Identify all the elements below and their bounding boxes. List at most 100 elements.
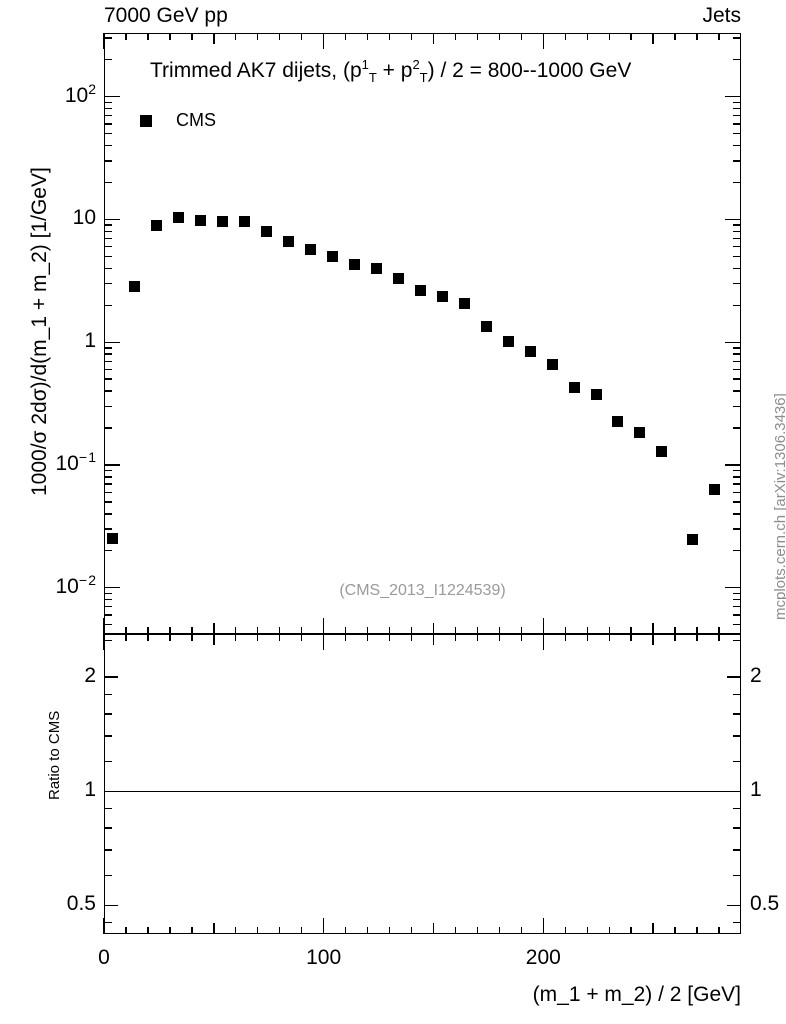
ratio-axis-tick <box>727 676 741 678</box>
axis-tick <box>733 353 741 355</box>
axis-tick <box>104 245 112 248</box>
axis-tick <box>169 927 171 934</box>
plot-title: Trimmed AK7 dijets, (p1T + p2T) / 2 = 80… <box>150 57 632 86</box>
ratio-y-tick-label-left: 2 <box>84 664 96 688</box>
axis-tick <box>608 33 610 40</box>
axis-tick <box>257 634 259 641</box>
axis-tick <box>630 33 632 40</box>
axis-tick <box>169 634 171 641</box>
axis-tick <box>498 634 501 641</box>
data-point-marker <box>129 281 141 293</box>
axis-tick <box>498 627 501 634</box>
axis-tick <box>147 627 149 634</box>
ratio-axis-tick <box>104 827 112 829</box>
axis-tick <box>630 927 632 934</box>
axis-tick <box>279 33 281 40</box>
axis-tick <box>674 927 676 934</box>
axis-tick <box>300 627 303 634</box>
data-point-marker <box>283 236 294 248</box>
main-plot-panel: Trimmed AK7 dijets, (p1T + p2T) / 2 = 80… <box>104 33 741 634</box>
axis-tick <box>235 33 237 40</box>
axis-tick <box>733 501 741 503</box>
data-point-marker <box>304 243 316 255</box>
axis-tick <box>103 618 105 634</box>
ratio-axis-tick <box>733 849 741 851</box>
data-point-marker <box>348 258 360 270</box>
axis-tick <box>542 634 544 650</box>
axis-tick <box>300 33 303 40</box>
axis-tick <box>388 627 391 634</box>
ratio-axis-tick <box>104 760 112 762</box>
axis-tick <box>104 624 112 626</box>
axis-tick <box>454 927 457 934</box>
x-tick-label: 200 <box>525 946 561 969</box>
ratio-plot-panel <box>104 634 741 934</box>
axis-tick <box>104 469 112 472</box>
data-point-marker <box>151 220 163 232</box>
axis-tick <box>718 627 720 634</box>
axis-tick <box>733 224 741 226</box>
axis-tick <box>520 634 523 641</box>
axis-tick <box>104 341 120 343</box>
axis-tick <box>104 427 112 429</box>
axis-tick <box>725 341 741 343</box>
axis-tick <box>344 927 347 934</box>
axis-tick <box>344 627 347 634</box>
ratio-axis-tick <box>104 693 112 696</box>
axis-tick <box>147 634 149 641</box>
axis-tick <box>104 405 112 408</box>
axis-tick <box>733 614 741 616</box>
axis-tick <box>586 627 588 634</box>
axis-tick <box>103 918 105 934</box>
axis-tick <box>169 33 171 40</box>
axis-tick <box>104 606 112 608</box>
axis-tick <box>104 360 112 362</box>
axis-tick <box>104 483 112 485</box>
data-point-marker <box>392 273 404 285</box>
y-tick-label: 1 <box>84 329 96 353</box>
axis-tick <box>410 33 413 40</box>
ratio-y-tick-label-left: 1 <box>84 778 96 802</box>
y-tick-label: 10− 1 <box>55 448 97 475</box>
axis-tick <box>696 634 698 641</box>
axis-tick <box>725 218 741 221</box>
ratio-axis-tick <box>104 713 112 715</box>
axis-tick <box>104 282 112 285</box>
axis-tick <box>733 528 741 530</box>
axis-tick <box>564 634 566 641</box>
axis-tick <box>733 347 741 349</box>
ratio-axis-tick <box>733 713 741 715</box>
ratio-axis-tick <box>104 735 112 737</box>
axis-tick <box>586 927 588 934</box>
ratio-axis-tick <box>104 639 112 642</box>
axis-tick <box>733 282 741 285</box>
ratio-y-tick-label-right: 2 <box>750 664 762 688</box>
axis-tick <box>733 59 741 61</box>
axis-tick <box>191 627 193 634</box>
ratio-axis-tick <box>727 904 741 906</box>
axis-tick <box>104 132 112 135</box>
legend: CMS <box>140 110 216 131</box>
axis-tick <box>279 627 281 634</box>
axis-tick <box>104 107 112 110</box>
axis-tick <box>104 368 112 371</box>
axis-tick <box>388 927 391 934</box>
axis-tick <box>608 627 610 634</box>
axis-tick <box>674 33 676 40</box>
axis-tick <box>476 634 479 641</box>
axis-tick <box>300 634 303 641</box>
axis-tick <box>733 427 741 429</box>
axis-tick <box>104 501 112 503</box>
data-point-marker <box>436 291 448 303</box>
axis-tick <box>520 627 523 634</box>
axis-tick <box>104 114 112 117</box>
axis-tick <box>322 634 325 650</box>
axis-tick <box>366 634 369 641</box>
axis-tick <box>432 923 435 934</box>
axis-tick <box>147 33 149 40</box>
axis-tick <box>498 33 501 40</box>
axis-tick <box>586 634 588 641</box>
axis-tick <box>725 464 741 466</box>
axis-tick <box>125 33 127 40</box>
